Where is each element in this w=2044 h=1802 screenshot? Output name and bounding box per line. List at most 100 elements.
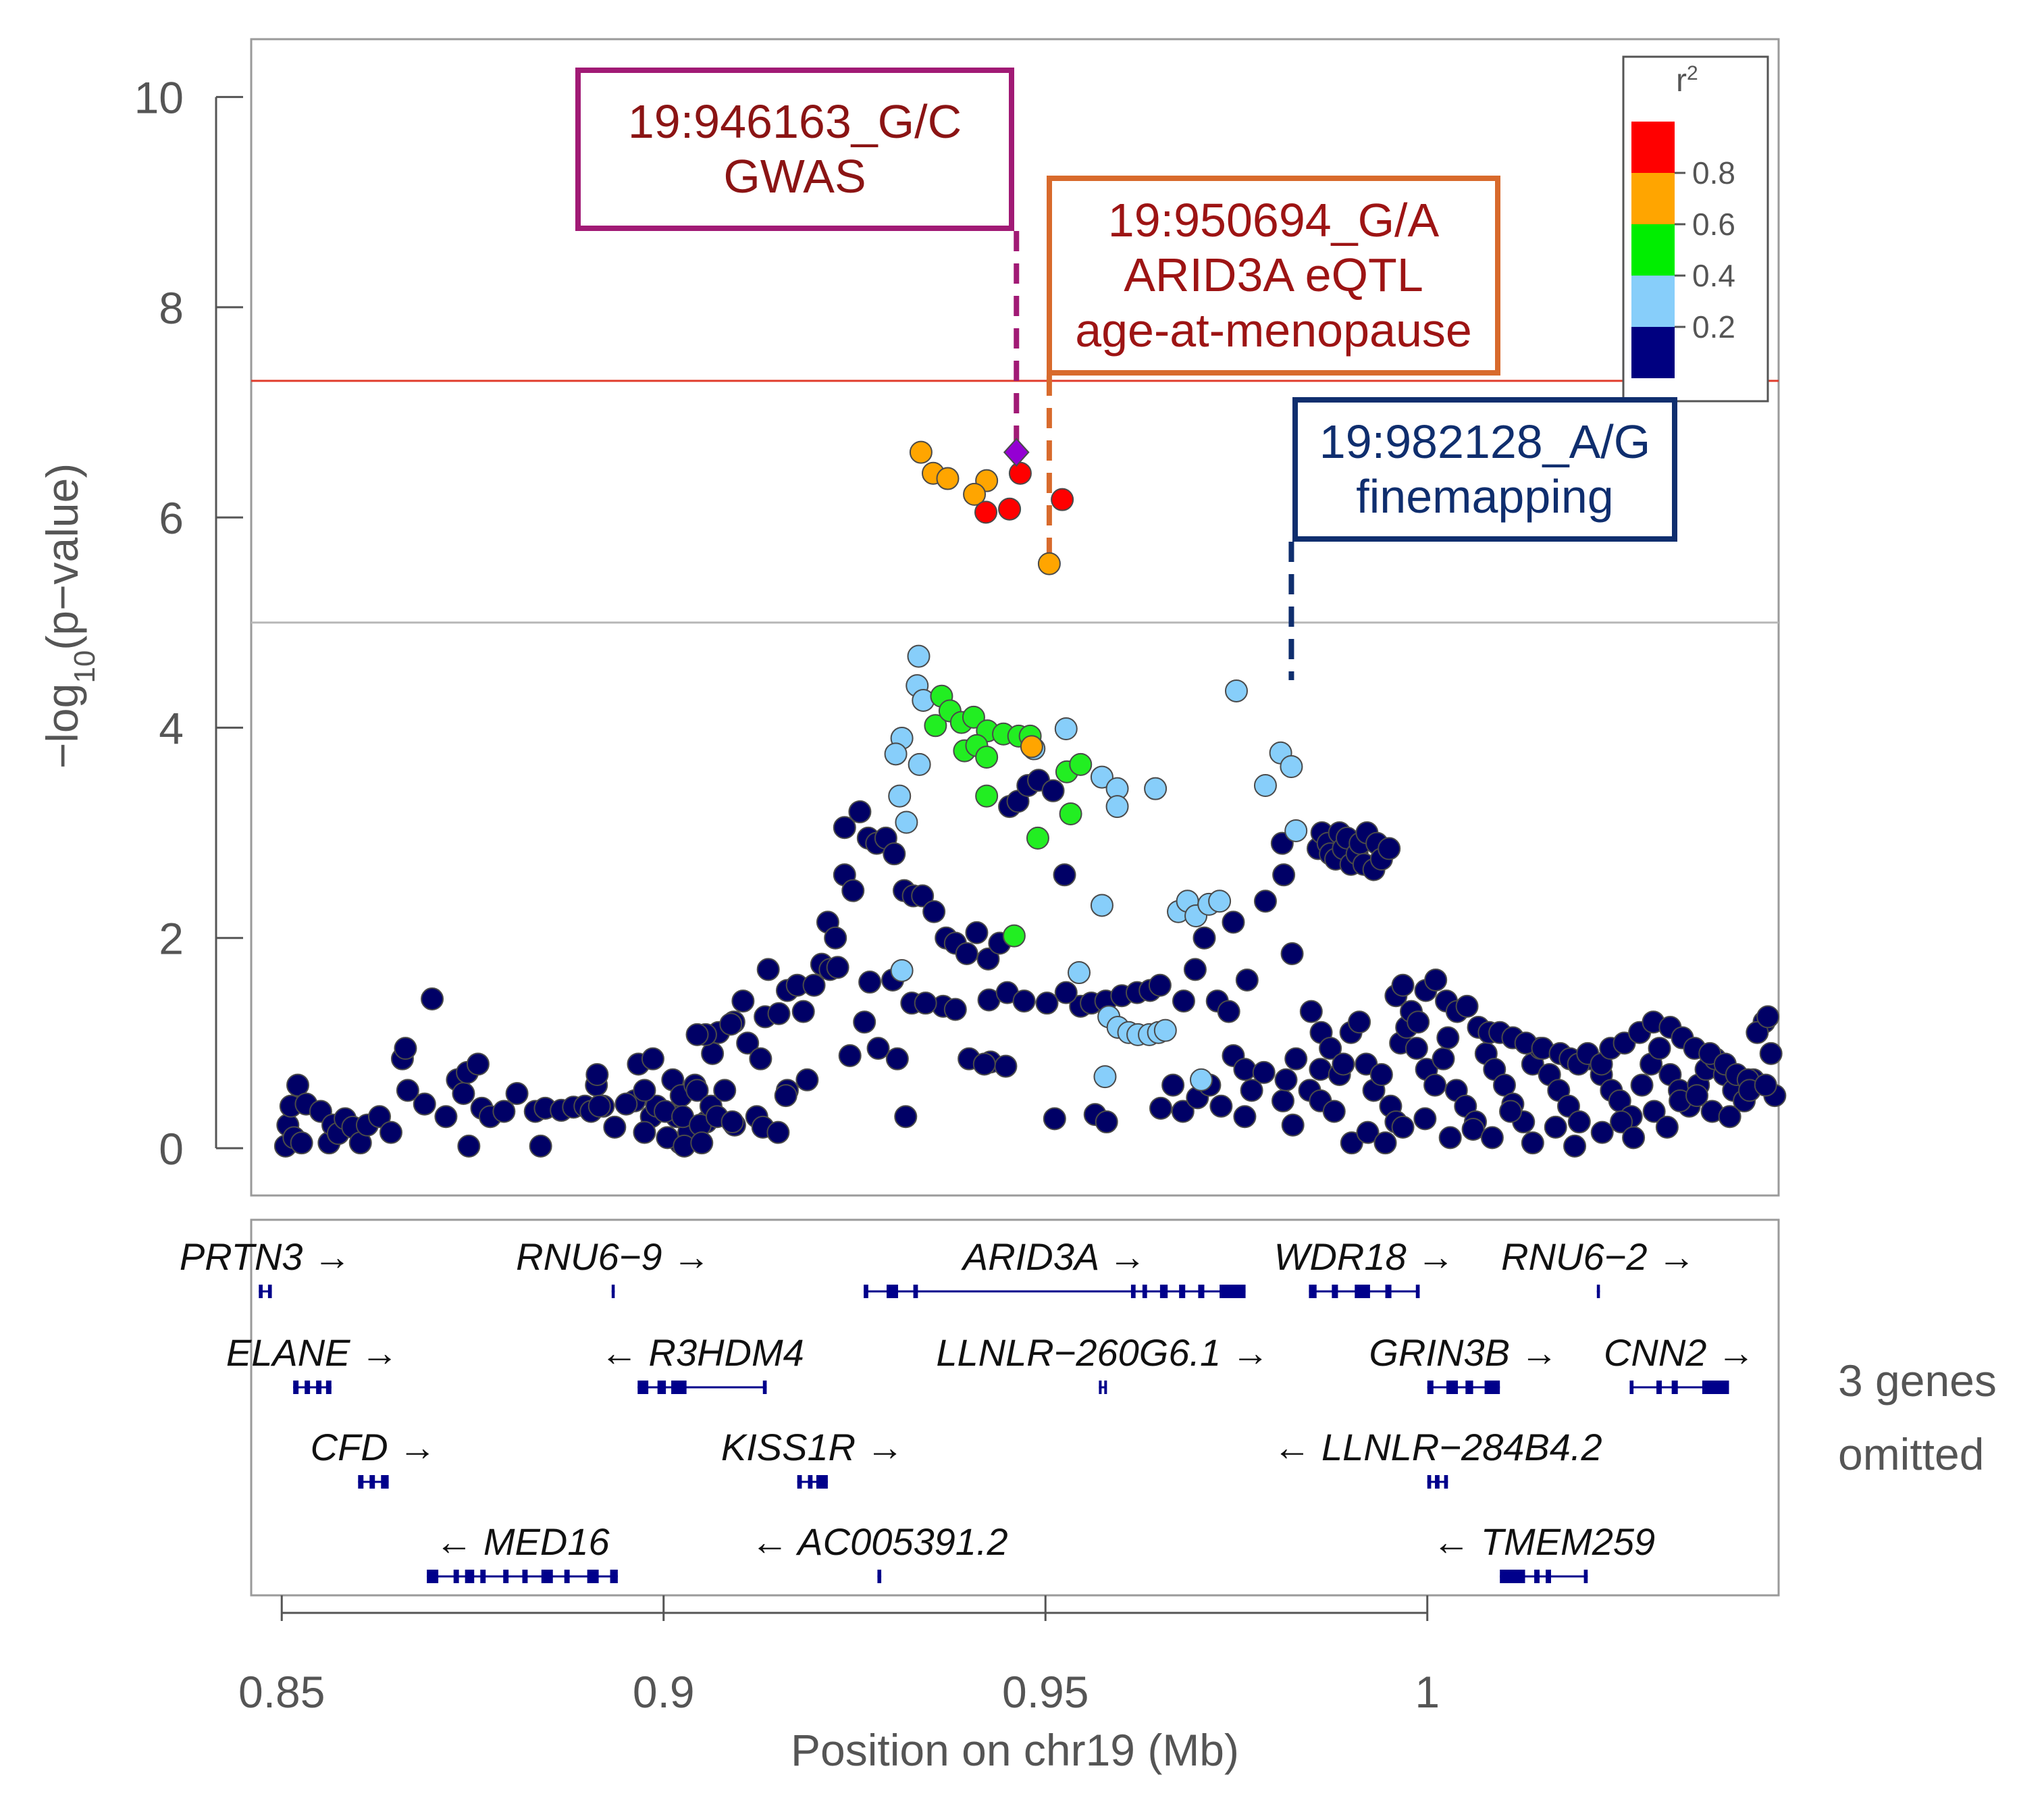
gene-exon (1484, 1381, 1500, 1394)
snp-point-navy (1148, 973, 1172, 997)
annotation-line: 19:982128_A/G (1319, 415, 1651, 468)
snp-point-navy (1272, 863, 1296, 887)
y-tick-label: 4 (159, 703, 184, 753)
gene-label: CFD → (311, 1426, 437, 1468)
snp-point-lightblue (1090, 765, 1113, 789)
snp-point-navy (1391, 973, 1415, 997)
snp-point-navy (614, 1092, 638, 1116)
snp-point-navy (421, 987, 444, 1010)
gene-label: GRIN3B → (1369, 1331, 1558, 1374)
snp-point-navy (1171, 1100, 1195, 1123)
snp-point-lightblue (888, 784, 912, 808)
x-tick-label: 0.9 (633, 1667, 695, 1717)
legend-color-bin (1631, 224, 1675, 276)
snp-point-navy (791, 1000, 815, 1023)
snp-point-lightblue (1093, 1065, 1117, 1089)
snp-point-navy (585, 1063, 609, 1087)
snp-point-navy (286, 1073, 309, 1097)
snp-point-navy (774, 1084, 797, 1108)
legend-bin-label: 0.4 (1692, 258, 1735, 293)
snp-point-navy (1043, 1107, 1066, 1131)
snp-point-navy (641, 1047, 664, 1071)
gene-exon (1546, 1570, 1551, 1583)
snp-point-navy (1235, 968, 1259, 992)
snp-point-navy (858, 971, 882, 994)
snp-point-navy (736, 1031, 760, 1055)
y-tick-label: 10 (134, 73, 184, 123)
y-axis-title-sub: 10 (68, 650, 101, 684)
legend-title: r2 (1676, 62, 1698, 99)
omitted-genes-note: 3 genes omitted (1838, 1344, 1997, 1491)
snp-point-navy (1172, 989, 1195, 1013)
gene-label: ← MED16 (435, 1520, 610, 1563)
snp-point-lightblue (1090, 894, 1113, 917)
y-axis-title-suffix: (p−value) (37, 463, 87, 650)
snp-point-lightblue (895, 810, 918, 834)
gene-exon (316, 1381, 322, 1394)
snp-point-navy (972, 1052, 996, 1076)
snp-point-lightblue (907, 644, 931, 668)
snp-point-navy (802, 973, 826, 997)
gene-exon (1671, 1381, 1678, 1394)
snp-point-navy (1622, 1126, 1646, 1150)
gene-track-frame (250, 1218, 1780, 1597)
gene-label: ← AC005391.2 (751, 1520, 1008, 1563)
snp-point-navy (1754, 1073, 1777, 1097)
gene-exon (1355, 1285, 1370, 1298)
snp-point-navy (1348, 1010, 1371, 1034)
gene-exon (369, 1475, 375, 1489)
gene-exon (1385, 1285, 1392, 1298)
snp-point-lightblue (1280, 755, 1303, 779)
snp-point-navy (1035, 992, 1059, 1015)
snp-point-navy (1438, 1126, 1462, 1150)
gene-exon (1427, 1381, 1434, 1394)
gene-exon (1130, 1285, 1136, 1298)
gene-exon (1099, 1381, 1102, 1394)
gene-exon (305, 1381, 311, 1394)
snp-point-orange (963, 482, 987, 506)
snp-point-navy (841, 879, 865, 902)
gene-exon (797, 1475, 802, 1489)
snp-point-navy (943, 998, 967, 1021)
omitted-line-1: 3 genes (1838, 1356, 1997, 1406)
annotation-box-gwas: 19:946163_G/C GWAS (575, 68, 1014, 231)
snp-point-navy (368, 1105, 392, 1129)
gene-label: WDR18 → (1274, 1235, 1455, 1278)
snp-point-navy (1012, 989, 1036, 1013)
snp-point-lightblue (1153, 1019, 1177, 1042)
snp-point-navy (1281, 1113, 1305, 1137)
snp-point-green (1002, 924, 1026, 948)
y-tick-label: 0 (159, 1124, 184, 1174)
snp-point-lightblue (1105, 795, 1129, 819)
y-tick-label: 2 (159, 914, 184, 964)
snp-point-navy (529, 1134, 552, 1158)
snp-point-orange (909, 440, 933, 464)
snp-point-lightblue (884, 742, 908, 766)
snp-point-red (1051, 488, 1074, 511)
gene-label: LLNLR−260G6.1 → (936, 1331, 1269, 1374)
snp-point-navy (1053, 863, 1076, 887)
gene-exon (1309, 1285, 1317, 1298)
gene-exon (503, 1570, 509, 1583)
snp-point-lightblue (1208, 890, 1232, 913)
snp-point-navy (1461, 1117, 1485, 1141)
gene-exon (1702, 1381, 1729, 1394)
snp-point-navy (826, 956, 849, 979)
gene-exon (1435, 1475, 1440, 1489)
snp-point-navy (1455, 994, 1479, 1018)
snp-point-lightblue (1253, 774, 1277, 798)
snp-point-navy (685, 1023, 709, 1046)
snp-point-navy (833, 816, 856, 840)
y-axis-title-prefix: −log (37, 684, 87, 769)
gene-exon (480, 1570, 486, 1583)
gene-label: RNU6−2 → (1501, 1235, 1696, 1278)
snp-point-lightblue (1068, 961, 1091, 985)
snp-point-navy (505, 1082, 529, 1106)
gene-exon (1656, 1381, 1662, 1394)
legend-bin-label: 0.8 (1692, 155, 1735, 190)
snp-point-navy (466, 1052, 490, 1076)
gene-label: ARID3A → (961, 1235, 1147, 1278)
gene-exon (1198, 1285, 1205, 1298)
snp-point-navy (1149, 1096, 1173, 1120)
